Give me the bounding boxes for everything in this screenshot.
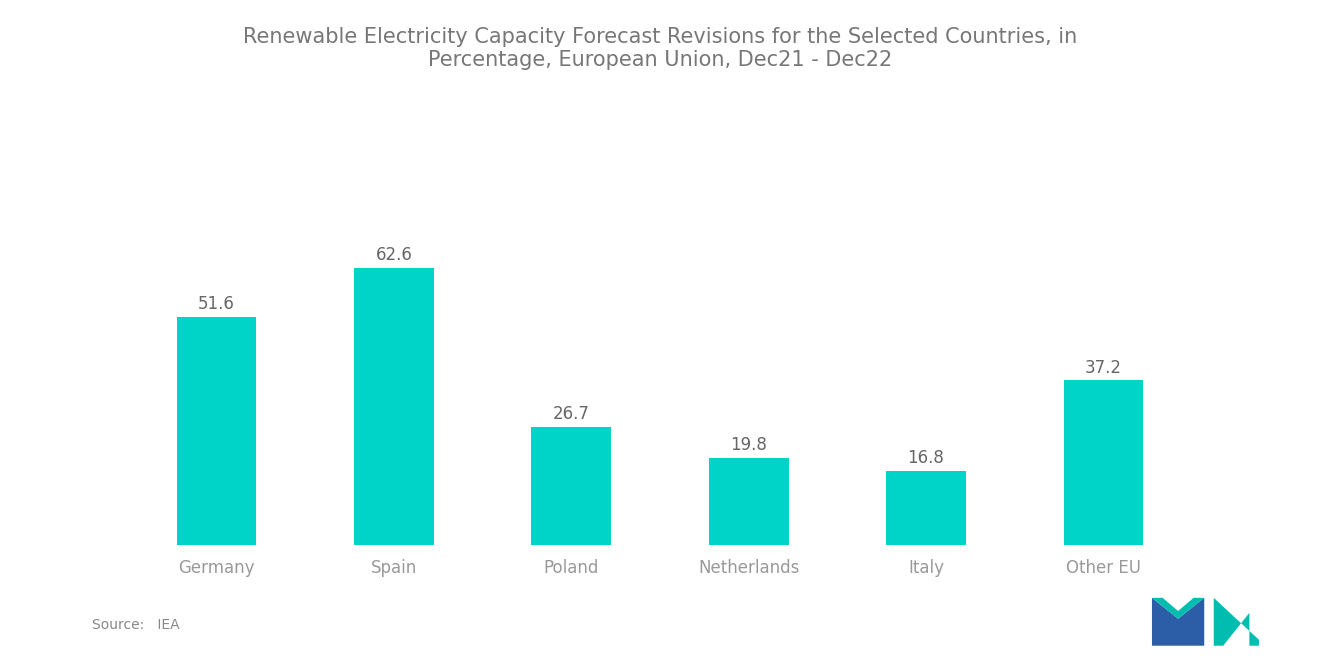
Text: 37.2: 37.2: [1085, 359, 1122, 377]
Polygon shape: [1152, 598, 1204, 646]
Text: 51.6: 51.6: [198, 295, 235, 313]
Text: 62.6: 62.6: [375, 246, 412, 264]
Bar: [709, 458, 788, 545]
Bar: [532, 427, 611, 545]
Bar: [1064, 380, 1143, 545]
Text: Renewable Electricity Capacity Forecast Revisions for the Selected Countries, in: Renewable Electricity Capacity Forecast …: [243, 27, 1077, 70]
Polygon shape: [1152, 598, 1204, 618]
Text: 19.8: 19.8: [730, 436, 767, 454]
Polygon shape: [1214, 598, 1259, 646]
Bar: [354, 268, 434, 545]
Bar: [886, 471, 966, 545]
Text: 26.7: 26.7: [553, 406, 590, 424]
Bar: [177, 317, 256, 545]
Text: Source:   IEA: Source: IEA: [92, 618, 180, 632]
Text: 16.8: 16.8: [908, 450, 945, 467]
